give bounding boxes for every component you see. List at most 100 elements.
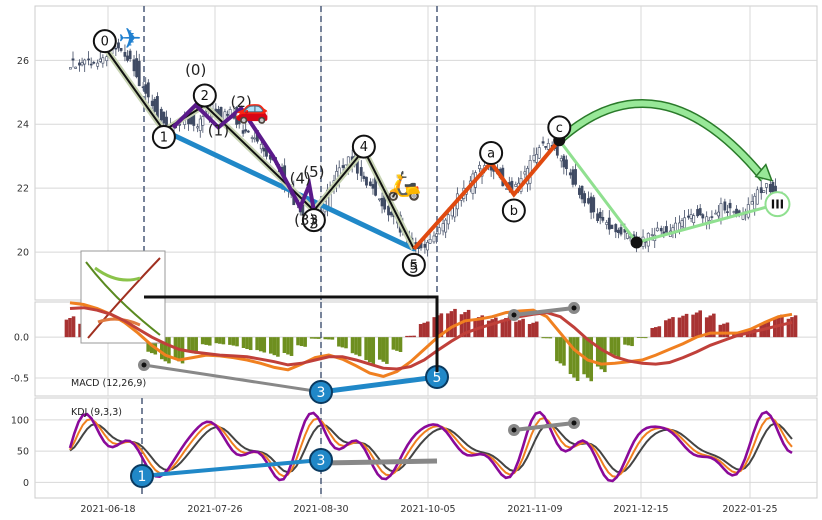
macd-histogram-bar	[514, 321, 518, 338]
macd-grey-marker-dot	[141, 362, 147, 368]
candle-body	[128, 50, 132, 60]
macd-histogram-bar	[572, 337, 576, 378]
macd-histogram-bar	[650, 327, 654, 338]
macd-histogram-bar	[268, 337, 273, 354]
sub-wave-label: (5)	[303, 163, 324, 181]
macd-histogram-bar	[653, 327, 658, 338]
candle-body	[362, 175, 366, 179]
candle-body	[710, 216, 714, 218]
candle-body	[771, 182, 775, 193]
candle-body	[262, 147, 266, 152]
candle-body	[605, 222, 609, 225]
macd-histogram-bar	[194, 337, 198, 354]
y-tick-label: 22	[17, 184, 29, 195]
candle-body	[446, 214, 450, 225]
macd-wave-marker	[309, 380, 333, 404]
macd-histogram-bar	[531, 322, 535, 338]
candle-body	[71, 58, 75, 61]
macd-histogram-bar	[381, 337, 386, 362]
macd-histogram-bar	[218, 337, 222, 344]
macd-dea-line	[69, 306, 793, 371]
macd-histogram-bar	[258, 337, 263, 352]
macd-histogram-bar	[303, 337, 307, 347]
forecast-arrowhead	[754, 163, 774, 182]
sub-wave-label: (0)	[185, 61, 206, 79]
candle-body	[159, 108, 163, 121]
macd-histogram-bar	[718, 324, 723, 338]
macd-dif-line	[69, 301, 793, 378]
candle-body	[696, 209, 699, 217]
candle-body	[614, 224, 618, 233]
macd-histogram-bar	[313, 337, 317, 339]
candle-body	[719, 203, 723, 221]
candle-body	[105, 56, 109, 62]
candle-body	[741, 214, 745, 220]
candle-body	[387, 205, 390, 216]
candle-body	[753, 195, 757, 210]
macd-histogram-bar	[432, 317, 437, 338]
candle-body	[92, 61, 96, 64]
macd-histogram-bar	[486, 320, 491, 338]
wave-label-circle	[192, 83, 217, 108]
macd-histogram-bar	[153, 337, 158, 355]
macd-histogram-bar	[732, 332, 736, 338]
candle-body	[246, 130, 250, 133]
macd-histogram-bar	[241, 337, 246, 348]
macd-histogram-bar	[562, 337, 566, 366]
candle-body	[74, 66, 78, 69]
candle-body	[426, 242, 429, 251]
macd-histogram-bar	[490, 319, 495, 338]
candle-body	[244, 129, 248, 132]
kdj-blue-line	[141, 458, 322, 478]
macd-histogram-bar	[684, 313, 689, 338]
sub-wave-label: 5	[409, 259, 419, 277]
macd-histogram-bar	[459, 314, 464, 338]
macd-histogram-bar	[364, 337, 368, 361]
macd-histogram-bar	[677, 317, 682, 338]
macd-histogram-bar	[371, 337, 376, 365]
candle-body	[523, 171, 527, 175]
candle-body	[535, 154, 538, 163]
car-icon: 🚗	[235, 92, 270, 125]
candle-body	[665, 226, 668, 233]
macd-histogram-bar	[521, 318, 525, 338]
kdj-grey-line	[320, 458, 438, 466]
candle-body	[250, 137, 254, 139]
macd-histogram-bar	[575, 337, 580, 381]
wave-label-circle	[151, 125, 176, 150]
candle-body	[114, 47, 118, 50]
pivot-marker	[630, 236, 643, 249]
candle-body	[119, 47, 123, 51]
macd-histogram-bar	[160, 337, 164, 360]
candle-body	[583, 193, 587, 204]
x-tick-label: 2021-08-30	[293, 504, 348, 515]
macd-histogram-bar	[657, 326, 662, 338]
macd-grey-marker-dot	[571, 305, 577, 311]
macd-histogram-bar	[630, 337, 634, 347]
candle-body	[607, 217, 611, 230]
wave-label-5: 5	[410, 258, 418, 273]
candle-body	[568, 172, 572, 176]
macd-histogram-bar	[337, 337, 341, 347]
candle-body	[146, 82, 150, 98]
candle-body	[716, 211, 720, 217]
macd-histogram-bar	[558, 337, 563, 364]
macd-histogram-bar	[146, 337, 150, 352]
macd-histogram-bar	[309, 337, 314, 339]
macd-histogram-bar	[357, 337, 362, 357]
macd-histogram-bar	[504, 317, 508, 338]
kdj-grey-line-2	[513, 421, 575, 432]
candle-body	[532, 155, 536, 161]
candle-body	[162, 111, 166, 124]
macd-histogram-bar	[517, 320, 522, 338]
candle-body	[126, 55, 129, 61]
candle-body	[437, 227, 441, 235]
macd-histogram-bar	[439, 313, 444, 338]
candle-body	[701, 214, 705, 219]
candle-body	[80, 62, 84, 66]
macd-histogram-bar	[163, 337, 168, 362]
macd-histogram-bar	[548, 337, 553, 339]
macd-histogram-bar	[722, 323, 726, 338]
candle-body	[559, 158, 563, 162]
